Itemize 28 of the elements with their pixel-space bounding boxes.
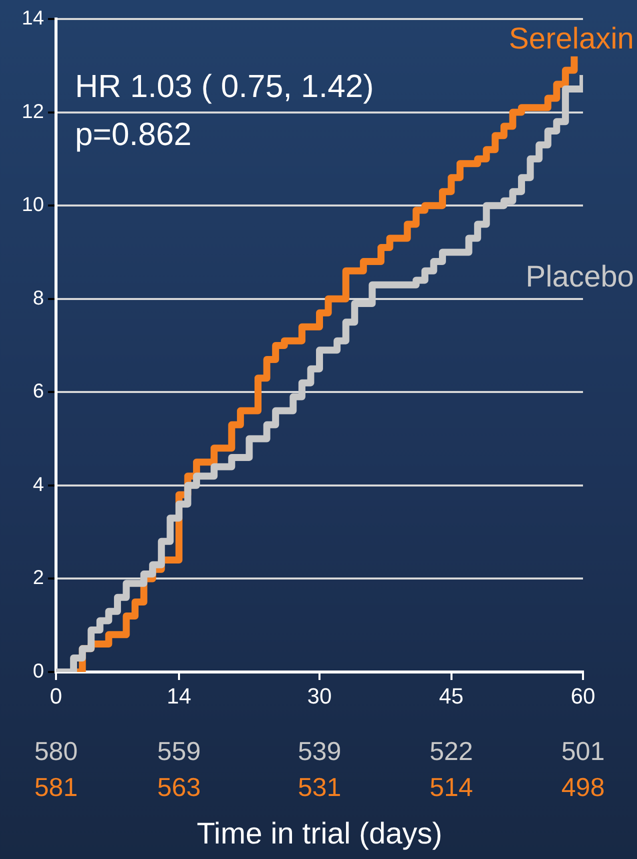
y-tick-label: 2 [32, 567, 44, 590]
y-tick-label: 12 [22, 100, 44, 123]
y-tick-label: 0 [32, 660, 44, 683]
text: 531 [298, 772, 342, 802]
text: 539 [298, 736, 342, 766]
x-axis-title: Time in trial (days) [196, 817, 442, 850]
x-tick-label: 60 [570, 683, 596, 708]
x-tick-label: 0 [50, 683, 62, 708]
text: 581 [34, 772, 78, 802]
annotation: p=0.862 [75, 116, 192, 152]
x-tick-label: 14 [166, 683, 192, 708]
x-tick-label: 45 [439, 683, 464, 708]
text: 501 [561, 736, 605, 766]
x-tick-label: 30 [307, 683, 332, 708]
text: 580 [34, 736, 78, 766]
y-tick-label: 6 [32, 380, 44, 403]
text: 498 [561, 772, 605, 802]
series-label: Serelaxin [508, 22, 634, 56]
text: 563 [157, 772, 201, 802]
y-tick-label: 14 [22, 8, 44, 30]
text: 514 [430, 772, 473, 802]
y-tick-label: 10 [22, 194, 44, 216]
text: 559 [157, 736, 201, 766]
annotation: HR 1.03 ( 0.75, 1.42) [75, 68, 374, 104]
y-tick-label: 8 [32, 287, 44, 310]
series-label: Placebo [526, 260, 634, 294]
text: 522 [430, 736, 473, 766]
y-tick-label: 4 [32, 474, 44, 496]
